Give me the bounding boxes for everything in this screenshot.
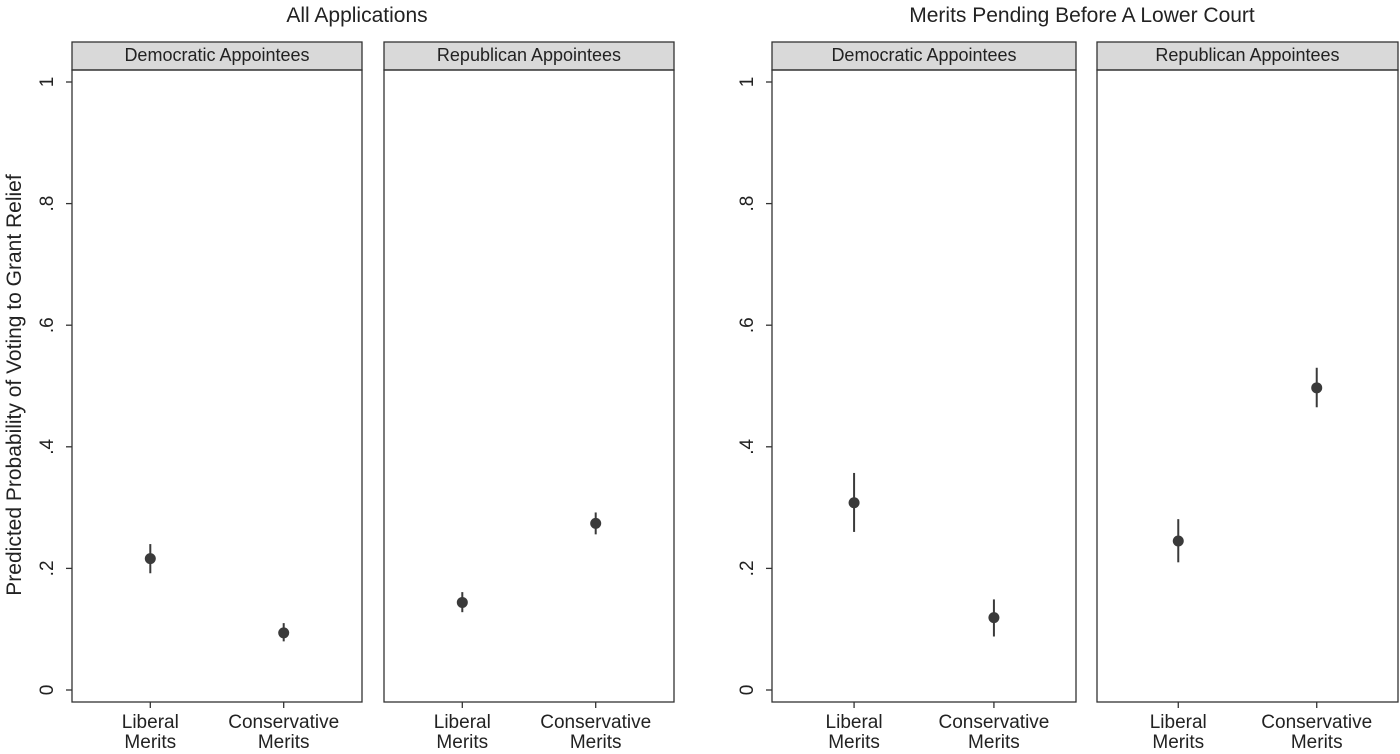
facet-strip — [771, 41, 1077, 71]
plot-frame — [771, 69, 1077, 703]
facet-strip-label: Republican Appointees — [1155, 45, 1339, 65]
plot-frame — [383, 69, 675, 703]
x-tick-label: Conservative Merits — [1261, 712, 1372, 753]
plot-frame — [71, 69, 363, 703]
data-point — [278, 627, 290, 639]
facet-strip — [1096, 41, 1399, 71]
data-point — [1172, 535, 1184, 547]
x-tick-label: Liberal Merits — [826, 712, 883, 753]
x-tick-label: Liberal Merits — [434, 712, 491, 753]
x-tick-label: Conservative Merits — [938, 712, 1049, 753]
y-tick-label: 1 — [737, 77, 758, 88]
y-tick-label: .2 — [37, 560, 58, 576]
data-point — [144, 553, 156, 565]
data-point — [1311, 382, 1323, 394]
facet-panel: Republican Appointees Liberal Merits Conser… — [1096, 41, 1399, 753]
facet-panel: Republican Appointees Liberal Merits Conser… — [383, 41, 675, 753]
y-tick-label: .2 — [737, 560, 758, 576]
y-tick-label: .6 — [37, 317, 58, 333]
y-tick-label: .6 — [737, 317, 758, 333]
y-tick-label: 1 — [37, 77, 58, 88]
facet-strip-label: Republican Appointees — [437, 45, 621, 65]
facet-panel: Democratic Appointees Liberal Merits Conser… — [71, 41, 363, 753]
data-point — [848, 497, 860, 509]
y-tick-label: 0 — [737, 685, 758, 696]
y-tick-label: .8 — [37, 196, 58, 212]
y-tick-label: .8 — [737, 196, 758, 212]
x-tick-label: Conservative Merits — [540, 712, 651, 753]
facet-panel: Democratic Appointees Liberal Merits Conser… — [771, 41, 1077, 753]
chart-group: Merits Pending Before A Lower Court 0 .2 .4… — [737, 4, 1399, 753]
y-tick-label: .4 — [737, 438, 758, 454]
chart-title: All Applications — [286, 4, 427, 27]
x-tick-label: Liberal Merits — [1150, 712, 1207, 753]
chart-title: Merits Pending Before A Lower Court — [909, 4, 1255, 27]
y-axis-label: Predicted Probability of Voting to Grant… — [3, 174, 26, 596]
data-point — [456, 596, 468, 608]
facet-strip-label: Democratic Appointees — [831, 45, 1016, 65]
chart-group: All Applications 0 .2 .4 .6 .8 1 Democratic App… — [37, 4, 675, 753]
x-tick-label: Conservative Merits — [228, 712, 339, 753]
data-point — [590, 517, 602, 529]
facet-strip-label: Democratic Appointees — [124, 45, 309, 65]
x-tick-label: Liberal Merits — [122, 712, 179, 753]
y-tick-label: .4 — [37, 438, 58, 454]
y-tick-label: 0 — [37, 685, 58, 696]
data-point — [988, 612, 1000, 624]
plot-frame — [1096, 69, 1399, 703]
facet-strip — [383, 41, 675, 71]
